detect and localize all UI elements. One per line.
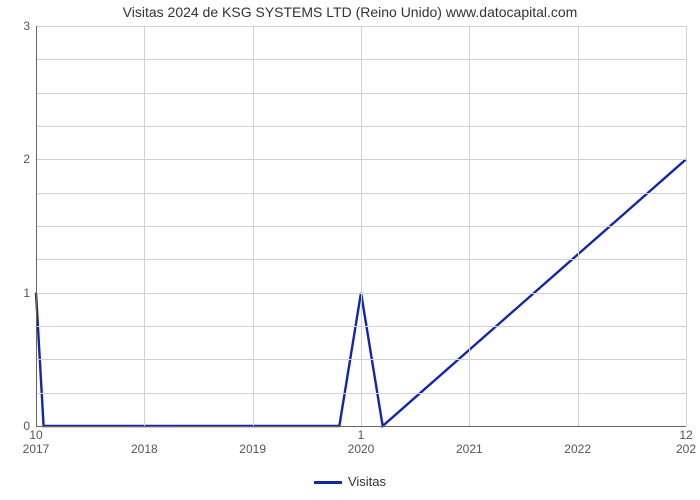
grid-line-vertical [361, 26, 362, 426]
grid-line-vertical [686, 26, 687, 426]
x-tick-label: 2020 [348, 442, 375, 456]
y-axis-line [36, 26, 37, 426]
data-point-label: 1 [358, 428, 365, 442]
x-axis-line [36, 426, 686, 427]
x-tick-label: 2019 [239, 442, 266, 456]
legend: Visitas [0, 474, 700, 489]
y-tick-label: 2 [23, 152, 30, 166]
legend-swatch [314, 481, 342, 484]
x-tick-label: 2022 [564, 442, 591, 456]
chart-title: Visitas 2024 de KSG SYSTEMS LTD (Reino U… [0, 4, 700, 20]
grid-line-vertical [578, 26, 579, 426]
data-point-label: 10 [29, 428, 42, 442]
grid-line-vertical [469, 26, 470, 426]
data-point-label: 12 [679, 428, 692, 442]
x-tick-label: 2018 [131, 442, 158, 456]
y-tick-label: 1 [23, 286, 30, 300]
x-tick-label: 2021 [456, 442, 483, 456]
x-tick-label: 2017 [23, 442, 50, 456]
legend-label: Visitas [348, 474, 386, 489]
grid-line-vertical [253, 26, 254, 426]
x-tick-label: 202 [676, 442, 696, 456]
y-tick-label: 3 [23, 19, 30, 33]
chart-container: { "chart": { "type": "line", "title": "V… [0, 0, 700, 500]
plot-area: 012320172018201920202021202220210112 [36, 26, 686, 426]
grid-line-vertical [144, 26, 145, 426]
